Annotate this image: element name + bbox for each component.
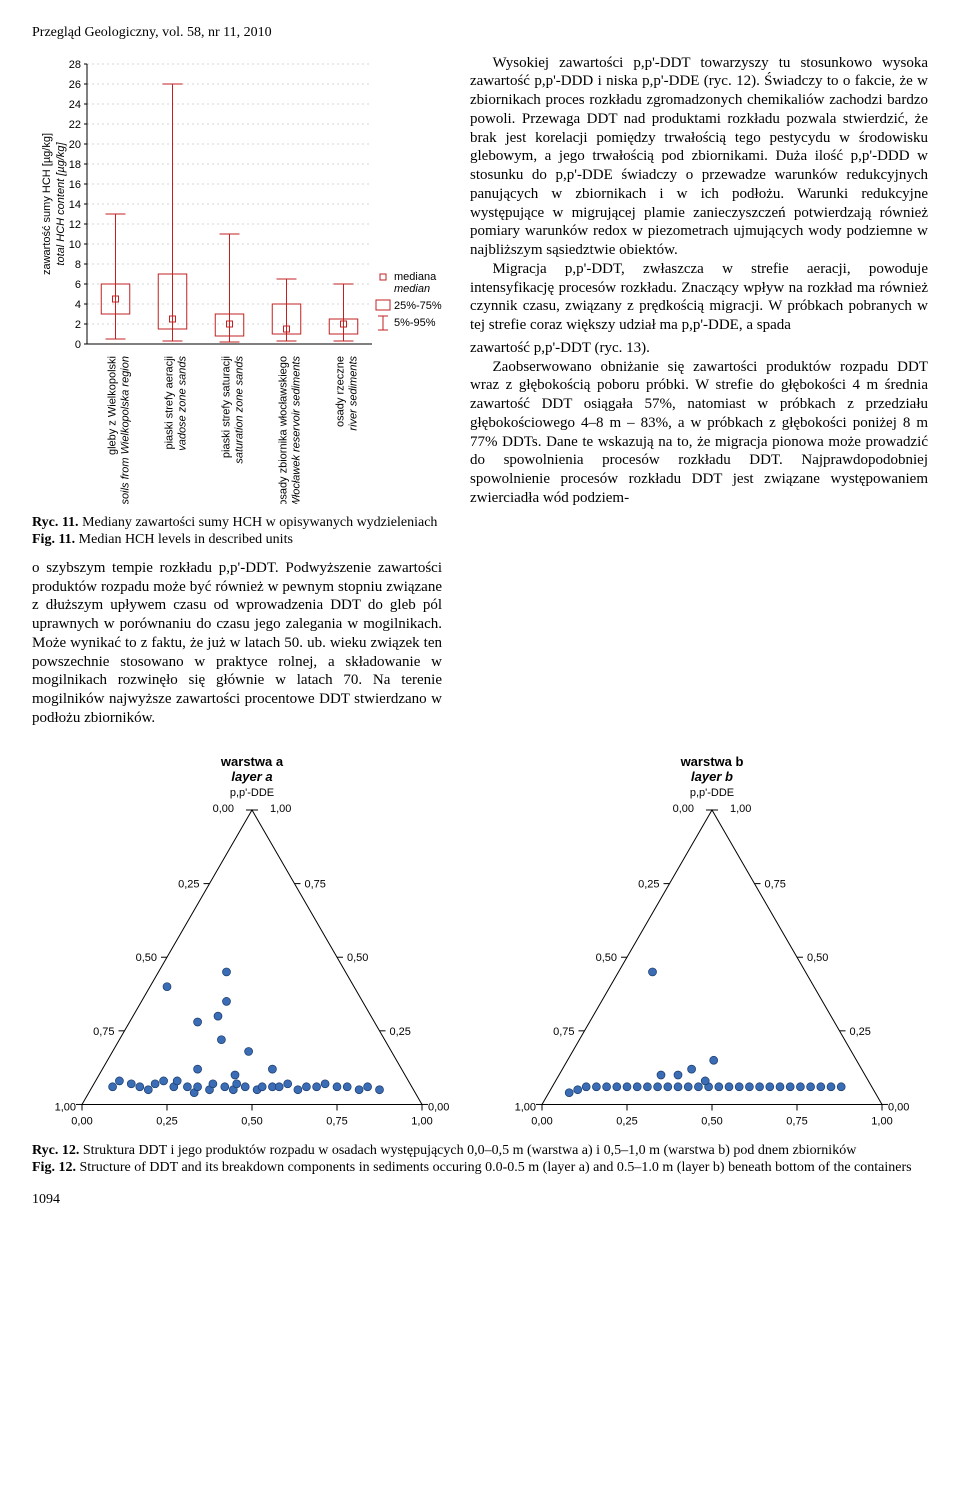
svg-text:10: 10 xyxy=(69,239,81,251)
svg-text:osady zbiornika włocławskiego: osady zbiornika włocławskiego xyxy=(278,356,290,504)
svg-text:0: 0 xyxy=(75,339,81,351)
boxplot-chart: 0246810121416182022242628zawartość sumy … xyxy=(32,54,442,504)
svg-text:piaski strefy aeracji: piaski strefy aeracji xyxy=(164,356,176,450)
svg-text:16: 16 xyxy=(69,179,81,191)
svg-text:Włocławek reservoir sediments: Włocławek reservoir sediments xyxy=(291,355,303,503)
fig11-en-text: Median HCH levels in described units xyxy=(75,532,293,547)
svg-text:6: 6 xyxy=(75,279,81,291)
svg-text:piaski strefy saturacji: piaski strefy saturacji xyxy=(221,356,233,458)
svg-text:river sediments: river sediments xyxy=(348,355,360,430)
svg-text:0,50: 0,50 xyxy=(347,952,368,964)
svg-text:1,00: 1,00 xyxy=(270,803,291,815)
fig12-caption: Ryc. 12. Struktura DDT i jego produktów … xyxy=(32,1143,928,1177)
right-paragraph-1: Wysokiej zawartości p,p'-DDT towarzyszy … xyxy=(470,54,928,260)
fig12-pl-text: Struktura DDT i jego produktów rozpadu w… xyxy=(79,1143,856,1158)
svg-text:1,00: 1,00 xyxy=(55,1101,76,1113)
svg-text:0,50: 0,50 xyxy=(241,1115,262,1127)
ternary-row: warstwa alayer a p,p'-DDE 0,00 1,00 0,00 0,25… xyxy=(32,748,928,1134)
svg-text:0,75: 0,75 xyxy=(326,1115,347,1127)
svg-text:4: 4 xyxy=(75,299,81,311)
svg-text:0,25: 0,25 xyxy=(156,1115,177,1127)
svg-text:soils from Wielkopolska region: soils from Wielkopolska region xyxy=(120,356,132,504)
right-paragraph-3: Zaobserwowano obniżanie się zawartości p… xyxy=(470,358,928,508)
svg-text:0,50: 0,50 xyxy=(136,952,157,964)
svg-text:median: median xyxy=(394,283,430,295)
svg-text:gleby z Wielkopolski: gleby z Wielkopolski xyxy=(107,356,119,455)
page-number: 1094 xyxy=(32,1191,928,1209)
svg-text:0,75: 0,75 xyxy=(786,1115,807,1127)
svg-text:layer a: layer a xyxy=(231,769,272,784)
svg-text:0,75: 0,75 xyxy=(305,878,326,890)
svg-text:0,25: 0,25 xyxy=(178,878,199,890)
continuation-line: zawartość p,p'-DDT (ryc. 13). xyxy=(470,339,928,358)
svg-text:18: 18 xyxy=(69,159,81,171)
svg-text:24: 24 xyxy=(69,99,81,111)
svg-text:mediana: mediana xyxy=(394,271,437,283)
journal-header: Przegląd Geologiczny, vol. 58, nr 11, 20… xyxy=(32,24,928,42)
svg-text:5%-95%: 5%-95% xyxy=(394,317,436,329)
svg-text:12: 12 xyxy=(69,219,81,231)
fig12-en-text: Structure of DDT and its breakdown compo… xyxy=(76,1160,912,1175)
svg-text:26: 26 xyxy=(69,79,81,91)
svg-text:2: 2 xyxy=(75,319,81,331)
svg-text:20: 20 xyxy=(69,139,81,151)
svg-text:warstwa b: warstwa b xyxy=(680,754,744,769)
svg-text:0,00: 0,00 xyxy=(673,803,694,815)
svg-text:1,00: 1,00 xyxy=(411,1115,432,1127)
svg-text:p,p'-DDE: p,p'-DDE xyxy=(230,787,274,799)
svg-text:1,00: 1,00 xyxy=(515,1101,536,1113)
svg-text:zawartość sumy HCH [µg/kg]: zawartość sumy HCH [µg/kg] xyxy=(41,132,53,274)
svg-text:0,25: 0,25 xyxy=(850,1025,871,1037)
svg-text:1,00: 1,00 xyxy=(871,1115,892,1127)
svg-text:0,75: 0,75 xyxy=(93,1025,114,1037)
svg-text:osady rzeczne: osady rzeczne xyxy=(335,356,347,427)
svg-text:vadose zone sands: vadose zone sands xyxy=(177,355,189,450)
fig11-caption: Ryc. 11. Mediany zawartości sumy HCH w o… xyxy=(32,515,442,549)
svg-text:0,00: 0,00 xyxy=(71,1115,92,1127)
svg-text:14: 14 xyxy=(69,199,81,211)
left-column-paragraph: o szybszym tempie rozkładu p,p'-DDT. Pod… xyxy=(32,559,442,728)
fig11-pl-text: Mediany zawartości sumy HCH w opisywanyc… xyxy=(79,515,438,530)
svg-text:0,25: 0,25 xyxy=(638,878,659,890)
fig11-pl-label: Ryc. 11. xyxy=(32,515,79,530)
svg-text:saturation zone sands: saturation zone sands xyxy=(234,355,246,463)
svg-text:total HCH content [µg/kg]: total HCH content [µg/kg] xyxy=(55,141,67,265)
right-paragraph-2: Migracja p,p'-DDT, zwłaszcza w strefie a… xyxy=(470,260,928,335)
svg-text:0,50: 0,50 xyxy=(596,952,617,964)
svg-text:0,00: 0,00 xyxy=(213,803,234,815)
fig11-en-label: Fig. 11. xyxy=(32,532,75,547)
svg-text:0,50: 0,50 xyxy=(807,952,828,964)
svg-text:8: 8 xyxy=(75,259,81,271)
svg-text:25%-75%: 25%-75% xyxy=(394,300,442,312)
fig12-pl-label: Ryc. 12. xyxy=(32,1143,79,1158)
svg-text:0,00: 0,00 xyxy=(531,1115,552,1127)
svg-text:0,25: 0,25 xyxy=(390,1025,411,1037)
svg-text:0,00: 0,00 xyxy=(428,1101,449,1113)
svg-text:warstwa a: warstwa a xyxy=(220,754,284,769)
svg-text:0,25: 0,25 xyxy=(616,1115,637,1127)
svg-text:p,p'-DDE: p,p'-DDE xyxy=(690,787,734,799)
ternary-chart-b: warstwa blayer b p,p'-DDE 0,00 1,00 0,00 0,25… xyxy=(492,748,932,1128)
svg-text:28: 28 xyxy=(69,59,81,71)
svg-text:1,00: 1,00 xyxy=(730,803,751,815)
ternary-chart-a: warstwa alayer a p,p'-DDE 0,00 1,00 0,00 0,25… xyxy=(32,748,472,1128)
fig12-en-label: Fig. 12. xyxy=(32,1160,76,1175)
svg-text:layer b: layer b xyxy=(691,769,733,784)
svg-text:0,75: 0,75 xyxy=(553,1025,574,1037)
svg-text:22: 22 xyxy=(69,119,81,131)
svg-text:0,00: 0,00 xyxy=(888,1101,909,1113)
svg-text:0,50: 0,50 xyxy=(701,1115,722,1127)
svg-text:0,75: 0,75 xyxy=(765,878,786,890)
